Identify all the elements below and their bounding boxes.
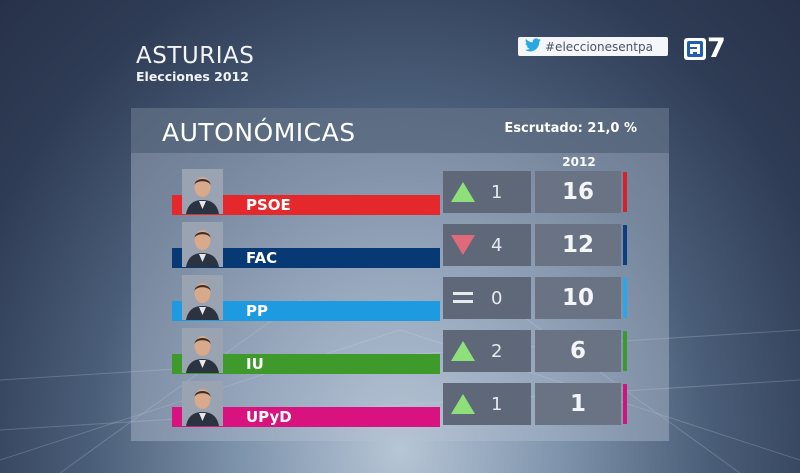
region-title: ASTURIAS [136,43,255,69]
equals-icon [443,277,483,319]
party-color-bar [172,248,440,268]
seat-count: 1 [535,383,621,425]
party-name: IU [246,355,264,373]
seat-change-value: 1 [491,393,503,415]
up-arrow-icon [443,330,483,372]
seat-change-value: 4 [491,234,503,256]
party-accent [623,225,627,265]
seat-count: 10 [535,277,621,319]
seat-change: 1 [443,383,531,425]
channel-a-icon [684,37,706,60]
seat-change-value: 0 [491,287,503,309]
party-color-bar [172,407,440,427]
down-arrow-icon [443,224,483,266]
channel-logo: 7 [684,35,726,62]
party-color-bar [172,354,440,374]
party-row-iu: IU 2 6 [131,328,669,374]
channel-number: 7 [707,33,726,64]
candidate-photo [182,169,223,214]
twitter-bird-icon [524,38,542,55]
candidate-photo [182,275,223,320]
seat-count: 6 [535,330,621,372]
up-arrow-icon [443,383,483,425]
results-panel: AUTONÓMICAS Escrutado: 21,0 % 2012 PSOE 1… [131,108,669,441]
party-name: PP [246,302,268,320]
party-name: UPyD [246,408,292,426]
party-accent [623,172,627,212]
seat-change: 4 [443,224,531,266]
party-name: FAC [246,249,278,267]
panel-header: AUTONÓMICAS Escrutado: 21,0 % [131,108,669,153]
party-color-bar [172,195,440,215]
party-color-bar [172,301,440,321]
seat-change-value: 1 [491,181,503,203]
seat-change: 2 [443,330,531,372]
party-row-pp: PP 0 10 [131,275,669,321]
year-label: 2012 [562,155,596,169]
party-accent [623,278,627,318]
seat-count: 12 [535,224,621,266]
section-title: AUTONÓMICAS [162,118,356,147]
party-row-upyd: UPyD 1 1 [131,381,669,427]
seat-count: 16 [535,171,621,213]
candidate-photo [182,328,223,373]
hashtag-text: #eleccionesentpa [545,39,653,54]
party-accent [623,331,627,371]
seat-change: 1 [443,171,531,213]
party-row-fac: FAC 4 12 [131,222,669,268]
party-accent [623,384,627,424]
hashtag-badge: #eleccionesentpa [518,37,668,56]
seat-change-value: 2 [491,340,503,362]
scrutiny-status: Escrutado: 21,0 % [504,121,637,136]
party-row-psoe: PSOE 1 16 [131,169,669,215]
up-arrow-icon [443,171,483,213]
candidate-photo [182,381,223,426]
election-subtitle: Elecciones 2012 [136,69,249,84]
seat-change: 0 [443,277,531,319]
candidate-photo [182,222,223,267]
party-name: PSOE [246,196,291,214]
